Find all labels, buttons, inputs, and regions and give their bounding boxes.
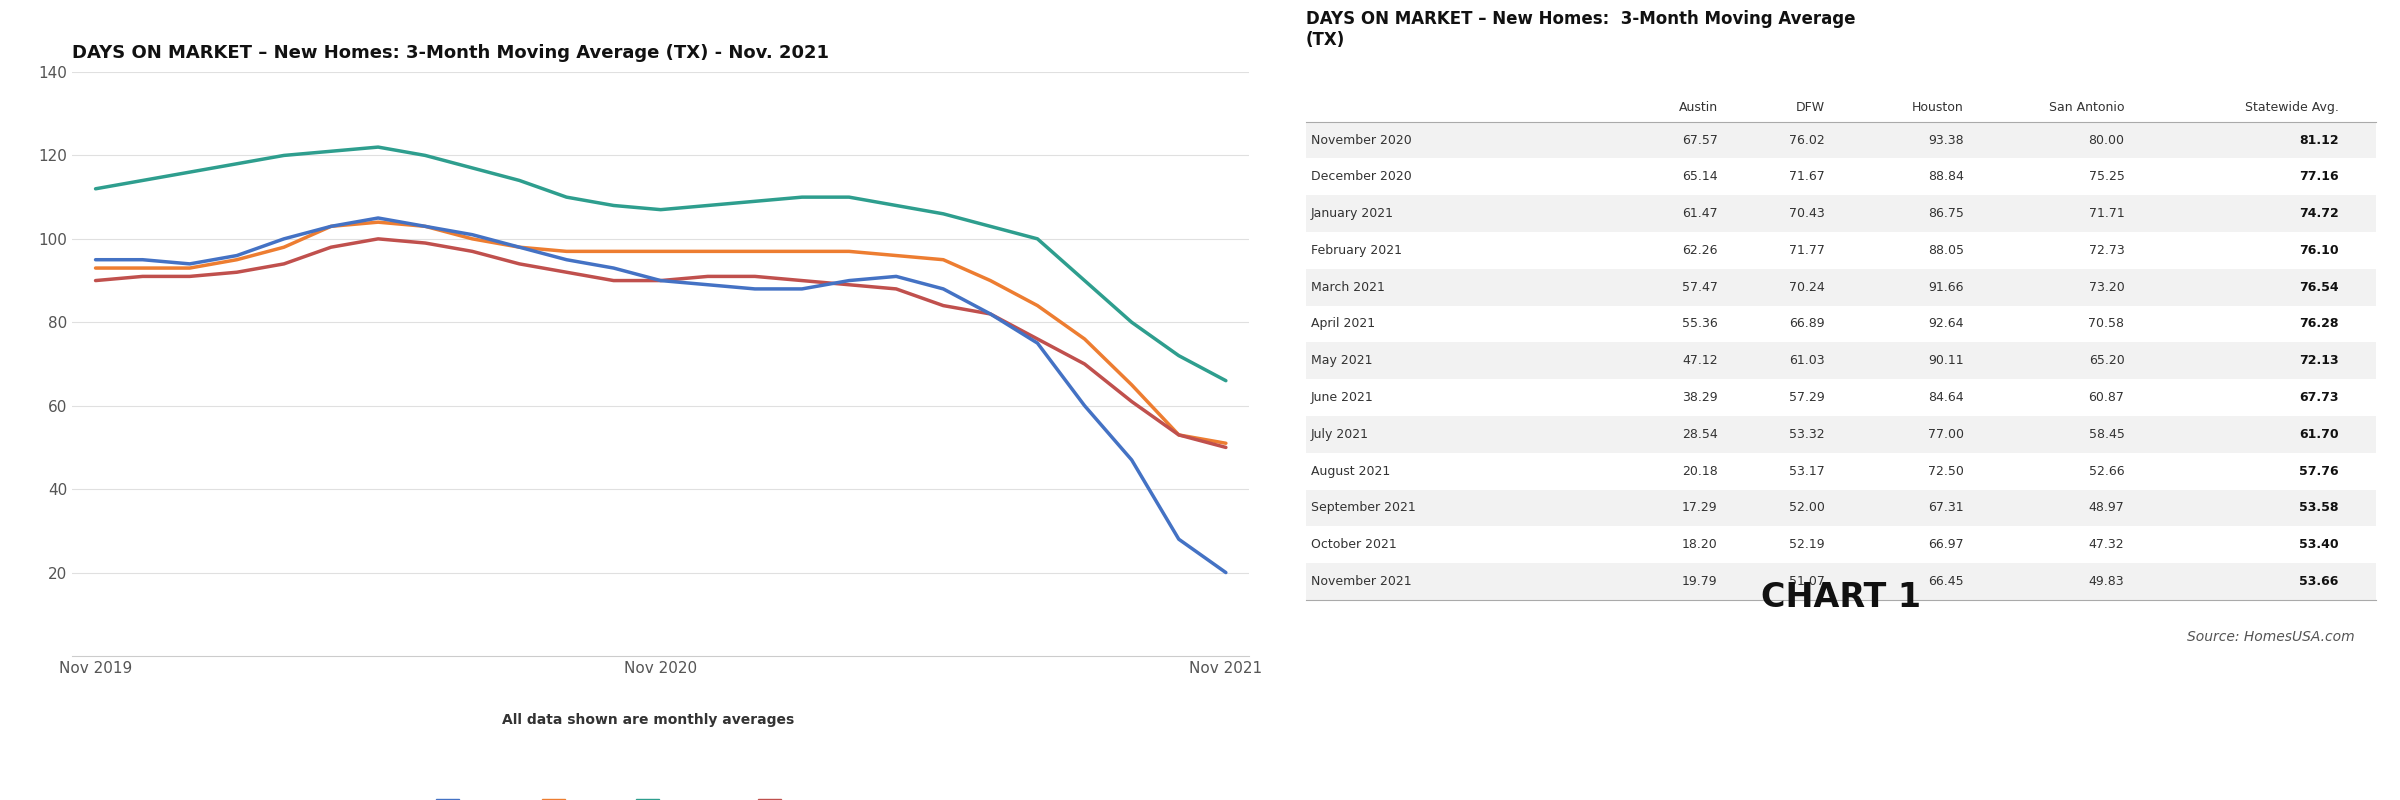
Text: August 2021: August 2021 [1310, 465, 1390, 478]
Text: 80.00: 80.00 [2088, 134, 2124, 146]
Text: 52.00: 52.00 [1788, 502, 1824, 514]
Text: December 2020: December 2020 [1310, 170, 1411, 183]
Text: 57.29: 57.29 [1788, 391, 1824, 404]
Legend: Austin, DFW, Houston, San Antonio: Austin, DFW, Houston, San Antonio [430, 793, 890, 800]
Text: 66.97: 66.97 [1927, 538, 1963, 551]
Text: 75.25: 75.25 [2088, 170, 2124, 183]
Text: 74.72: 74.72 [2299, 207, 2338, 220]
Text: 57.47: 57.47 [1682, 281, 1718, 294]
Text: Austin: Austin [1678, 101, 1718, 114]
Text: 67.31: 67.31 [1927, 502, 1963, 514]
Text: 17.29: 17.29 [1682, 502, 1718, 514]
Text: 72.73: 72.73 [2088, 244, 2124, 257]
Text: 71.67: 71.67 [1788, 170, 1824, 183]
Text: 47.32: 47.32 [2088, 538, 2124, 551]
FancyBboxPatch shape [1306, 195, 2376, 232]
FancyBboxPatch shape [1306, 563, 2376, 600]
Text: 91.66: 91.66 [1930, 281, 1963, 294]
Text: 72.50: 72.50 [1927, 465, 1963, 478]
Text: 53.17: 53.17 [1788, 465, 1824, 478]
Text: February 2021: February 2021 [1310, 244, 1402, 257]
Text: 18.20: 18.20 [1682, 538, 1718, 551]
Text: 67.73: 67.73 [2299, 391, 2338, 404]
Text: 76.28: 76.28 [2299, 318, 2338, 330]
Text: 76.54: 76.54 [2299, 281, 2338, 294]
Text: 60.87: 60.87 [2088, 391, 2124, 404]
FancyBboxPatch shape [1306, 416, 2376, 453]
Text: 38.29: 38.29 [1682, 391, 1718, 404]
Text: 65.14: 65.14 [1682, 170, 1718, 183]
Text: All data shown are monthly averages: All data shown are monthly averages [502, 713, 794, 727]
Text: 70.24: 70.24 [1788, 281, 1824, 294]
Text: May 2021: May 2021 [1310, 354, 1373, 367]
Text: 72.13: 72.13 [2299, 354, 2338, 367]
Text: November 2021: November 2021 [1310, 575, 1411, 588]
Text: 92.64: 92.64 [1930, 318, 1963, 330]
Text: 49.83: 49.83 [2088, 575, 2124, 588]
Text: 52.66: 52.66 [2088, 465, 2124, 478]
Text: 48.97: 48.97 [2088, 502, 2124, 514]
Text: 66.45: 66.45 [1927, 575, 1963, 588]
Text: DAYS ON MARKET – New Homes: 3-Month Moving Average (TX) - Nov. 2021: DAYS ON MARKET – New Homes: 3-Month Movi… [72, 44, 828, 62]
Text: November 2020: November 2020 [1310, 134, 1411, 146]
Text: 88.05: 88.05 [1927, 244, 1963, 257]
Text: 53.40: 53.40 [2299, 538, 2338, 551]
Text: 86.75: 86.75 [1927, 207, 1963, 220]
Text: 58.45: 58.45 [2088, 428, 2124, 441]
Text: 55.36: 55.36 [1682, 318, 1718, 330]
Text: July 2021: July 2021 [1310, 428, 1368, 441]
Text: 71.77: 71.77 [1788, 244, 1824, 257]
Text: San Antonio: San Antonio [2050, 101, 2124, 114]
Text: 19.79: 19.79 [1682, 575, 1718, 588]
Text: 70.58: 70.58 [2088, 318, 2124, 330]
Text: Houston: Houston [1913, 101, 1963, 114]
Text: 47.12: 47.12 [1682, 354, 1718, 367]
FancyBboxPatch shape [1306, 342, 2376, 379]
Text: 57.76: 57.76 [2299, 465, 2338, 478]
Text: 20.18: 20.18 [1682, 465, 1718, 478]
Text: 67.57: 67.57 [1682, 134, 1718, 146]
FancyBboxPatch shape [1306, 122, 2376, 158]
Text: March 2021: March 2021 [1310, 281, 1385, 294]
Text: January 2021: January 2021 [1310, 207, 1394, 220]
Text: 51.07: 51.07 [1788, 575, 1824, 588]
Text: 53.66: 53.66 [2299, 575, 2338, 588]
Text: 76.10: 76.10 [2299, 244, 2338, 257]
Text: DAYS ON MARKET – New Homes:  3-Month Moving Average
(TX): DAYS ON MARKET – New Homes: 3-Month Movi… [1306, 10, 1855, 49]
Text: 84.64: 84.64 [1927, 391, 1963, 404]
Text: CHART 1: CHART 1 [1762, 581, 1920, 614]
Text: 62.26: 62.26 [1682, 244, 1718, 257]
Text: 77.00: 77.00 [1927, 428, 1963, 441]
Text: 53.32: 53.32 [1788, 428, 1824, 441]
Text: 73.20: 73.20 [2088, 281, 2124, 294]
Text: Statewide Avg.: Statewide Avg. [2244, 101, 2338, 114]
Text: 77.16: 77.16 [2299, 170, 2338, 183]
Text: October 2021: October 2021 [1310, 538, 1397, 551]
Text: 52.19: 52.19 [1788, 538, 1824, 551]
Text: April 2021: April 2021 [1310, 318, 1375, 330]
Text: 65.20: 65.20 [2088, 354, 2124, 367]
Text: 61.03: 61.03 [1788, 354, 1824, 367]
Text: Source: HomesUSA.com: Source: HomesUSA.com [2186, 630, 2354, 644]
Text: 61.47: 61.47 [1682, 207, 1718, 220]
Text: 93.38: 93.38 [1927, 134, 1963, 146]
Text: 81.12: 81.12 [2299, 134, 2338, 146]
Text: 71.71: 71.71 [2088, 207, 2124, 220]
Text: 28.54: 28.54 [1682, 428, 1718, 441]
Text: 76.02: 76.02 [1788, 134, 1824, 146]
Text: 90.11: 90.11 [1927, 354, 1963, 367]
Text: 70.43: 70.43 [1788, 207, 1824, 220]
Text: DFW: DFW [1795, 101, 1824, 114]
Text: June 2021: June 2021 [1310, 391, 1373, 404]
Text: 88.84: 88.84 [1927, 170, 1963, 183]
Text: 53.58: 53.58 [2299, 502, 2338, 514]
Text: 66.89: 66.89 [1788, 318, 1824, 330]
FancyBboxPatch shape [1306, 269, 2376, 306]
Text: 61.70: 61.70 [2299, 428, 2338, 441]
Text: September 2021: September 2021 [1310, 502, 1416, 514]
FancyBboxPatch shape [1306, 490, 2376, 526]
